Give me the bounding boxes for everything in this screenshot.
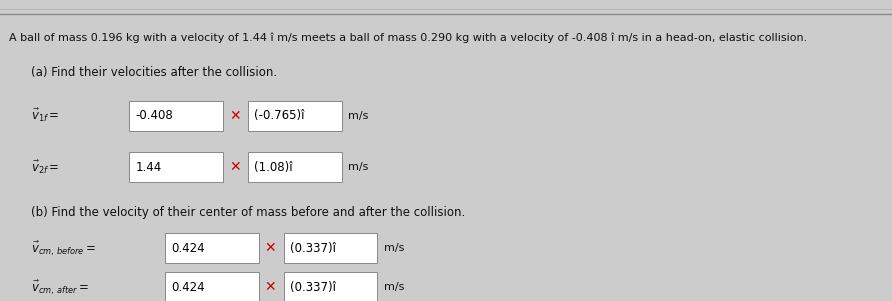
Text: (b) Find the velocity of their center of mass before and after the collision.: (b) Find the velocity of their center of… xyxy=(31,206,466,219)
Text: -0.408: -0.408 xyxy=(136,109,173,123)
FancyBboxPatch shape xyxy=(284,233,377,263)
Text: $\vec{v}_{2f}=$: $\vec{v}_{2f}=$ xyxy=(31,159,60,175)
Text: $\vec{v}_{1f}=$: $\vec{v}_{1f}=$ xyxy=(31,107,60,124)
Text: ✕: ✕ xyxy=(228,109,241,123)
Text: 0.424: 0.424 xyxy=(171,281,205,294)
Text: m/s: m/s xyxy=(384,243,404,253)
Text: ✕: ✕ xyxy=(264,281,277,294)
Text: ✕: ✕ xyxy=(228,160,241,174)
FancyBboxPatch shape xyxy=(248,101,342,131)
Text: $\vec{v}_{cm,\,before}=$: $\vec{v}_{cm,\,before}=$ xyxy=(31,239,96,258)
Text: 0.424: 0.424 xyxy=(171,242,205,255)
Text: m/s: m/s xyxy=(384,282,404,293)
Text: (a) Find their velocities after the collision.: (a) Find their velocities after the coll… xyxy=(31,66,277,79)
Text: (0.337)î: (0.337)î xyxy=(290,242,336,255)
Text: m/s: m/s xyxy=(348,162,368,172)
FancyBboxPatch shape xyxy=(284,272,377,301)
FancyBboxPatch shape xyxy=(248,152,342,182)
FancyBboxPatch shape xyxy=(129,152,223,182)
Text: ✕: ✕ xyxy=(264,241,277,255)
FancyBboxPatch shape xyxy=(129,101,223,131)
Text: m/s: m/s xyxy=(348,111,368,121)
Text: A ball of mass 0.196 kg with a velocity of 1.44 î m/s meets a ball of mass 0.290: A ball of mass 0.196 kg with a velocity … xyxy=(9,33,807,43)
FancyBboxPatch shape xyxy=(165,233,259,263)
Text: (1.08)î: (1.08)î xyxy=(254,160,293,174)
Text: (-0.765)î: (-0.765)î xyxy=(254,109,305,123)
Text: 1.44: 1.44 xyxy=(136,160,161,174)
Text: $\vec{v}_{cm,\,after}=$: $\vec{v}_{cm,\,after}=$ xyxy=(31,278,89,297)
Text: (0.337)î: (0.337)î xyxy=(290,281,336,294)
FancyBboxPatch shape xyxy=(165,272,259,301)
